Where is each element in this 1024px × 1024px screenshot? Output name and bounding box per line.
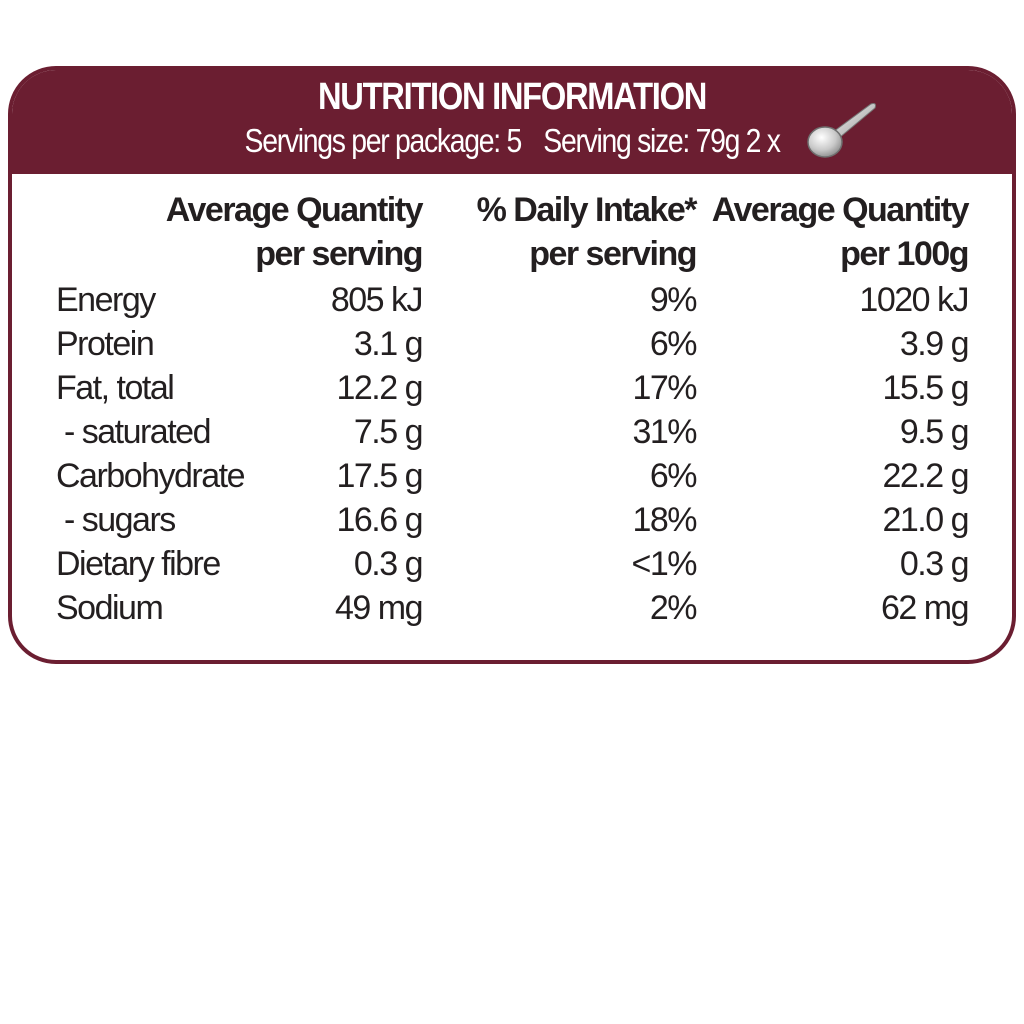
per-serving-value: 16.6 g <box>336 501 423 539</box>
nutrient-name: Sodium <box>56 589 164 627</box>
serving-info: Servings per package: 5 Serving size: 79g… <box>12 122 1012 160</box>
column-header-per-100g: Average Quantity per 100g <box>711 191 970 273</box>
daily-intake-value: 9% <box>649 281 698 319</box>
daily-intake-value: 17% <box>632 369 697 407</box>
table-row: Sodium 49 mg 2% 62 mg <box>12 586 1012 630</box>
column-header-per-serving: Average Quantity per serving <box>165 191 424 273</box>
per-100g-value: 0.3 g <box>899 545 970 583</box>
servings-per-package: Servings per package: 5 <box>244 122 522 159</box>
per-100g-value: 62 mg <box>881 589 970 627</box>
panel-title: NUTRITION INFORMATION <box>317 76 707 118</box>
table-row: Energy 805 kJ 9% 1020 kJ <box>12 278 1012 322</box>
table-row: Protein 3.1 g 6% 3.9 g <box>12 322 1012 366</box>
nutrient-name: Energy <box>56 281 156 319</box>
per-serving-value: 17.5 g <box>336 457 423 495</box>
per-100g-value: 22.2 g <box>882 457 969 495</box>
per-100g-value: 21.0 g <box>882 501 969 539</box>
daily-intake-value: 6% <box>649 457 698 495</box>
serving-size: Serving size: 79g 2 x <box>543 122 781 159</box>
daily-intake-value: 18% <box>632 501 697 539</box>
nutrient-name: Fat, total <box>56 369 175 407</box>
per-serving-value: 805 kJ <box>330 281 424 319</box>
per-100g-value: 3.9 g <box>899 325 970 363</box>
daily-intake-value: 2% <box>649 589 698 627</box>
daily-intake-value: <1% <box>631 545 698 583</box>
per-serving-value: 7.5 g <box>353 413 424 451</box>
daily-intake-value: 31% <box>632 413 697 451</box>
column-header-daily-intake: % Daily Intake* per serving <box>476 191 698 273</box>
table-row: - saturated 7.5 g 31% 9.5 g <box>12 410 1012 454</box>
nutrient-name: - saturated <box>56 413 212 451</box>
per-100g-value: 15.5 g <box>882 369 969 407</box>
table-row: - sugars 16.6 g 18% 21.0 g <box>12 498 1012 542</box>
per-serving-value: 0.3 g <box>353 545 424 583</box>
panel-header: NUTRITION INFORMATION Servings per packa… <box>12 70 1012 174</box>
per-serving-value: 12.2 g <box>336 369 423 407</box>
table-row: Dietary fibre 0.3 g <1% 0.3 g <box>12 542 1012 586</box>
nutrient-name: Protein <box>56 325 155 363</box>
per-serving-value: 49 mg <box>335 589 424 627</box>
table-row: Fat, total 12.2 g 17% 15.5 g <box>12 366 1012 410</box>
spoon-icon <box>807 103 876 158</box>
nutrient-name: Dietary fibre <box>56 545 221 583</box>
per-100g-value: 1020 kJ <box>859 281 969 319</box>
nutrition-panel: NUTRITION INFORMATION Servings per packa… <box>8 66 1016 664</box>
daily-intake-value: 6% <box>649 325 698 363</box>
nutrient-name: Carbohydrate <box>56 457 246 495</box>
nutrient-name: - sugars <box>56 501 176 539</box>
per-serving-value: 3.1 g <box>353 325 424 363</box>
table-row: Carbohydrate 17.5 g 6% 22.2 g <box>12 454 1012 498</box>
per-100g-value: 9.5 g <box>899 413 970 451</box>
